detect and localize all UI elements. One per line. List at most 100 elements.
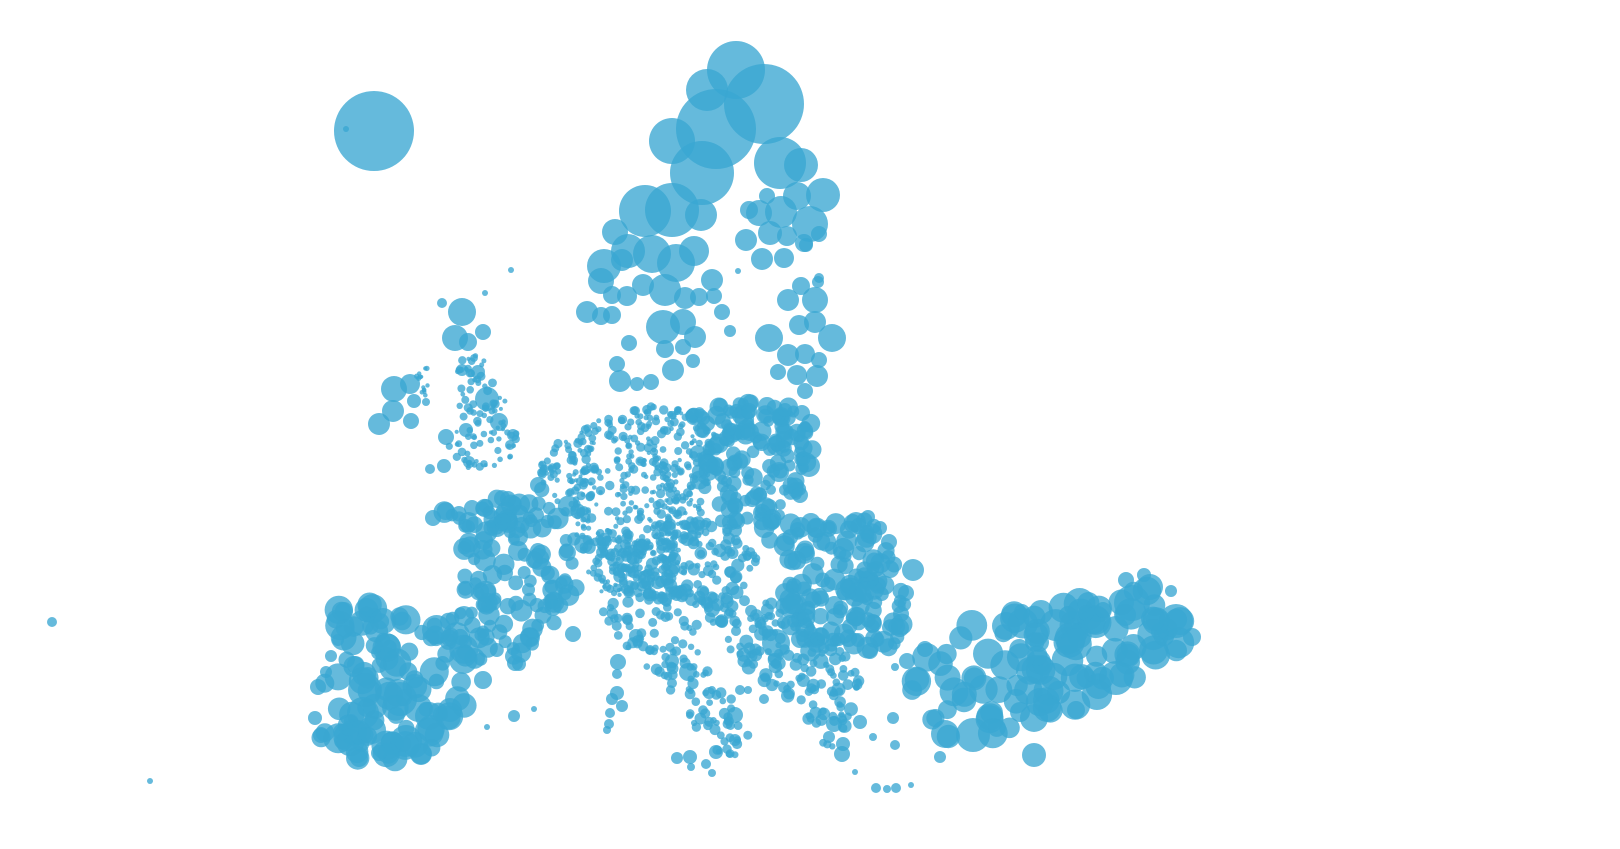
region-bubble [665,685,676,695]
region-bubble [574,512,582,520]
region-bubble [531,706,537,712]
region-bubble [664,416,670,423]
region-bubble [619,485,628,494]
region-bubble [635,592,645,603]
region-bubble [726,446,741,462]
region-bubble [746,564,754,572]
region-bubble [694,712,707,725]
region-bubble [643,663,651,670]
region-bubble [603,306,621,324]
region-bubble [335,602,353,620]
region-bubble [699,586,709,597]
region-bubble [727,707,743,723]
region-bubble [711,547,719,556]
region-bubble [568,451,577,459]
region-bubble [625,622,634,631]
region-bubble [658,461,668,470]
region-bubble [851,633,865,647]
region-bubble [787,615,799,628]
region-bubble [685,593,698,606]
region-bubble [865,619,880,634]
region-bubble [724,566,735,578]
region-bubble [795,628,809,642]
region-bubble [543,593,558,609]
region-bubble [636,512,645,522]
region-bubble [466,427,473,434]
region-bubble [343,616,364,637]
region-bubble [580,524,588,531]
region-bubble [383,682,417,716]
region-bubble [580,466,590,476]
region-bubble [606,693,618,705]
region-bubble [694,407,705,418]
region-bubble [667,670,678,680]
region-bubble [454,429,459,434]
region-bubble [675,339,691,355]
region-bubble [465,433,472,441]
region-bubble [665,506,671,511]
region-bubble [428,673,445,690]
region-bubble [457,568,473,584]
region-bubble [669,412,677,420]
region-bubble [591,466,599,474]
region-bubble [531,496,546,511]
region-bubble [685,463,692,471]
region-bubble [541,565,560,585]
region-bubble [890,740,900,750]
region-bubble [724,635,733,644]
region-bubble [655,489,666,499]
region-bubble [771,619,780,627]
region-bubble [703,687,715,699]
region-bubble [680,562,688,570]
region-bubble [568,500,576,508]
region-bubble [622,529,632,539]
region-bubble [463,403,473,413]
region-bubble [797,611,810,625]
region-bubble [468,553,481,566]
region-bubble [731,626,741,636]
region-bubble [819,519,838,537]
region-bubble [566,472,573,480]
region-bubble [1078,605,1094,621]
region-bubble [766,484,776,495]
region-bubble [641,576,655,590]
region-bubble [782,593,804,615]
region-bubble [881,534,897,550]
region-bubble [830,672,837,679]
region-bubble [674,287,696,309]
region-bubble [632,274,654,296]
region-bubble [701,759,711,769]
region-bubble [733,721,743,730]
region-bubble [482,539,501,557]
region-bubble [652,500,662,510]
region-bubble [488,378,497,388]
region-bubble [934,751,946,763]
region-bubble [708,538,717,548]
region-bubble [611,507,621,517]
region-bubble [511,443,516,449]
region-bubble [490,429,498,437]
region-bubble [382,400,404,422]
region-bubble [452,452,461,461]
region-bubble [606,529,613,536]
region-bubble [582,535,593,545]
region-bubble [407,394,421,408]
region-bubble [656,509,666,519]
region-bubble [448,298,476,326]
region-bubble [698,597,707,606]
region-bubble [754,646,765,656]
region-bubble [559,543,574,559]
region-bubble [631,485,641,495]
region-bubble [605,431,615,441]
region-bubble [474,652,488,666]
region-bubble [774,669,784,679]
region-bubble [425,625,445,644]
region-bubble [695,439,703,447]
region-bubble [454,441,460,447]
region-bubble [614,447,622,455]
region-bubble [792,652,803,663]
region-bubble [502,398,508,404]
region-bubble [650,447,659,456]
region-bubble [645,645,655,655]
region-bubble [481,358,487,364]
